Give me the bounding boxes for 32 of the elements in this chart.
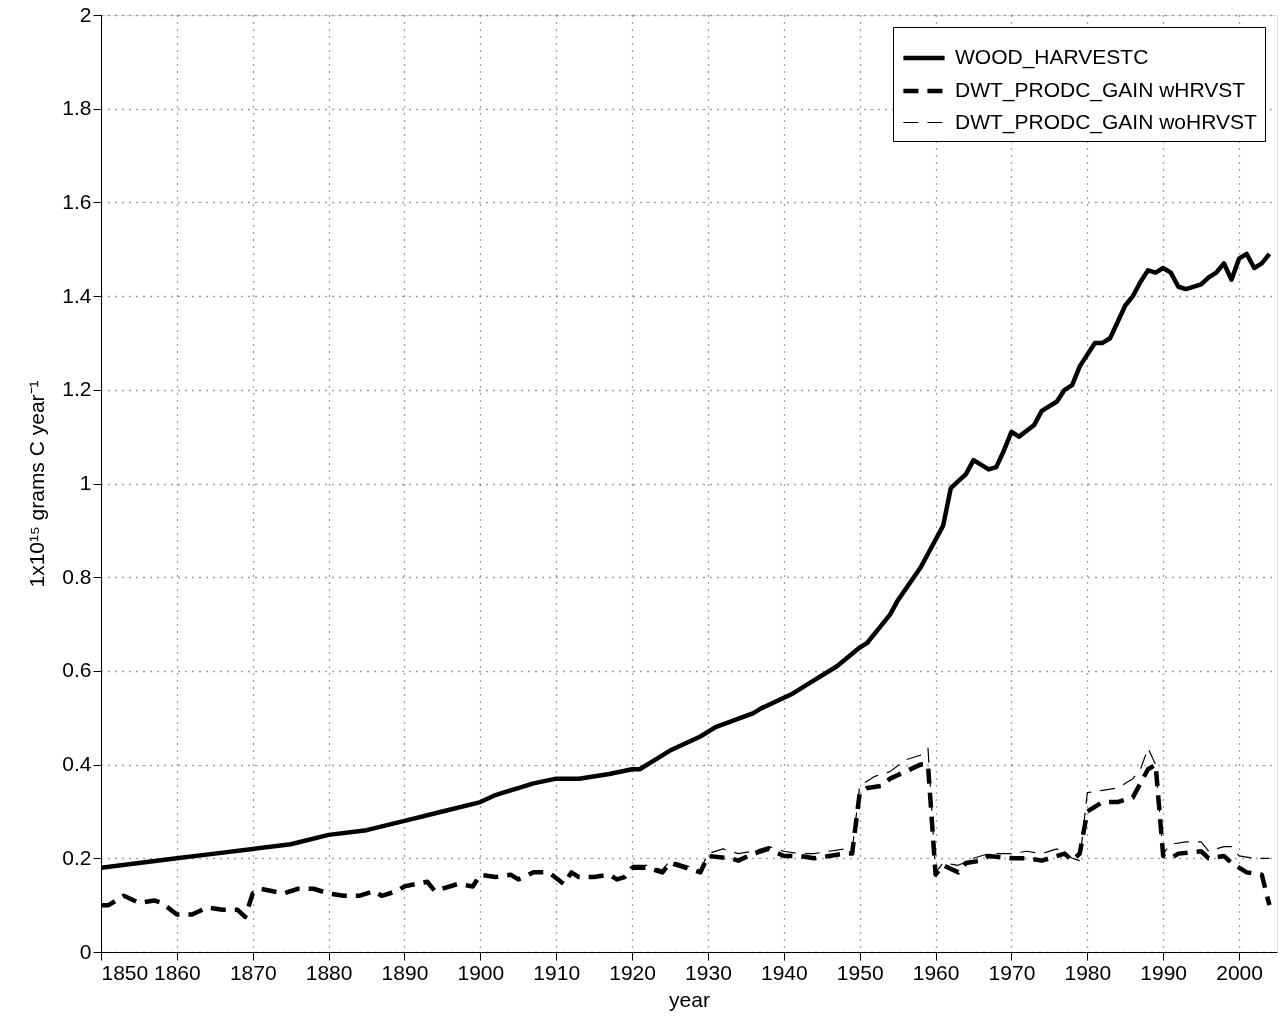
legend-label: DWT_PRODC_GAIN wHRVST [955,78,1246,102]
y-tick-label: 1.4 [62,283,92,307]
x-tick-label: 1960 [912,960,960,984]
x-tick-label: 1920 [609,960,656,984]
y-axis-title: 1x10¹⁵ grams C year⁻¹ [25,380,49,588]
x-tick-label: 1910 [533,960,581,984]
legend-label: WOOD_HARVESTC [955,45,1149,69]
x-axis-title: year [669,987,710,1011]
y-tick-label: 1.8 [62,96,92,120]
y-tick-label: 2 [79,2,92,26]
x-tick-label: 1880 [305,960,353,984]
x-tick-label: 1900 [457,960,505,984]
x-tick-label: 1990 [1140,960,1188,984]
y-tick-label: 1.6 [62,189,92,213]
x-tick-label: 1850 [101,960,149,984]
x-tick-label: 1980 [1064,960,1112,984]
y-tick-label: 1.2 [62,377,92,401]
y-tick-label: 0.8 [62,564,92,588]
x-tick-label: 1940 [760,960,808,984]
x-tick-label: 1890 [381,960,429,984]
y-tick-label: 0.6 [62,658,92,682]
y-tick-label: 0.4 [62,752,92,776]
y-tick-label: 1 [79,471,92,494]
x-tick-label: 2000 [1216,960,1263,984]
legend-label: DWT_PRODC_GAIN woHRVST [955,109,1257,134]
x-tick-label: 1970 [988,960,1036,984]
x-tick-label: 1860 [154,960,201,984]
x-tick-label: 1870 [229,960,277,984]
x-tick-label: 1930 [685,960,732,984]
y-tick-label: 0 [79,939,92,963]
x-tick-label: 1950 [836,960,884,984]
y-tick-label: 0.2 [62,845,92,869]
